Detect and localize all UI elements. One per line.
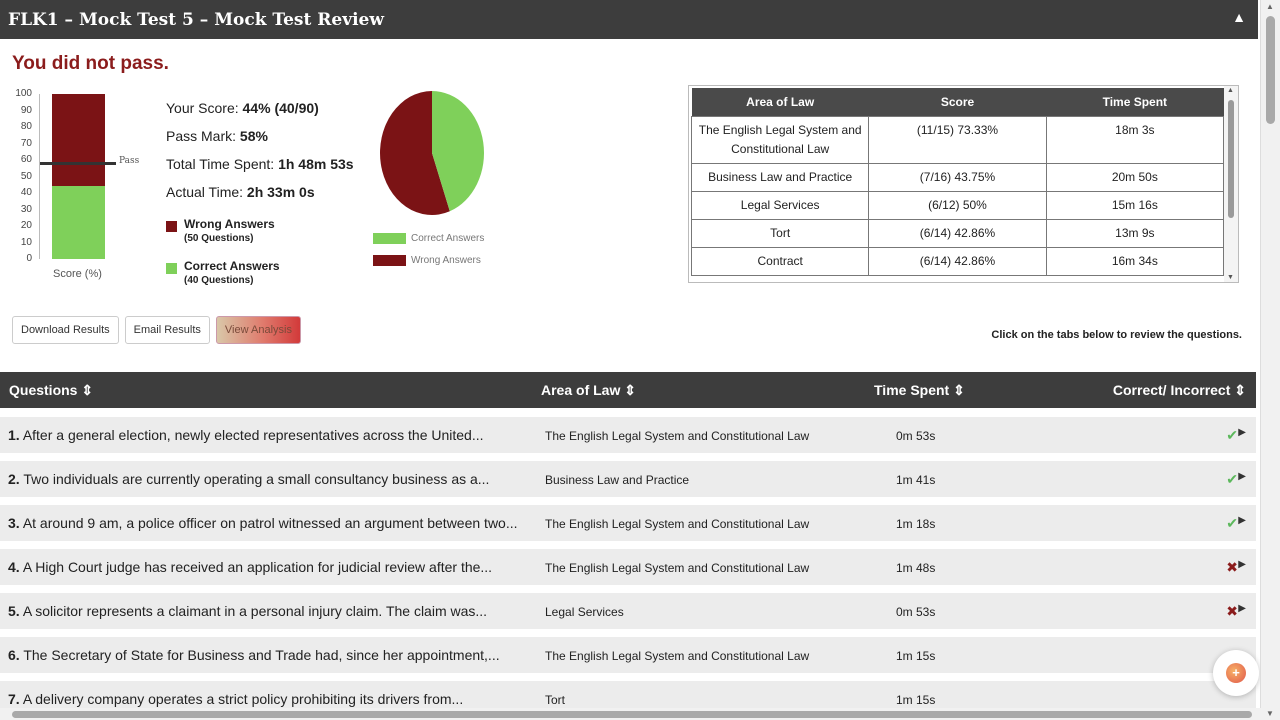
score-gauge: 100 90 80 70 60 50 40 30 20 10 0 Pass Score (%) xyxy=(10,88,140,283)
view-analysis-button[interactable]: View Analysis xyxy=(215,316,301,344)
gauge-tick: 70 xyxy=(20,137,32,149)
question-area: Legal Services xyxy=(545,605,624,619)
gauge-correct-bar xyxy=(52,186,105,259)
sort-time[interactable]: Time Spent ⇕ xyxy=(874,382,965,398)
result-actions: Download Results Email Results View Anal… xyxy=(12,316,307,344)
gauge-tick: 100 xyxy=(15,88,32,99)
table-row: Legal Services (6/12) 50% 15m 16s xyxy=(690,190,1225,220)
gauge-tick: 20 xyxy=(20,220,32,231)
area-summary-table: Area of Law Score Time Spent The English… xyxy=(688,85,1239,283)
col-time: Time Spent xyxy=(1046,88,1224,116)
table-row: The English Legal System and Constitutio… xyxy=(690,115,1225,164)
pie-legend-wrong: Wrong Answers xyxy=(373,249,484,271)
question-area: Business Law and Practice xyxy=(545,473,690,487)
question-time: 1m 48s xyxy=(896,561,936,575)
question-row[interactable]: 1. After a general election, newly elect… xyxy=(0,417,1256,453)
window-title: FLK1 – Mock Test 5 – Mock Test Review xyxy=(8,9,384,30)
legend-correct: Correct Answers (40 Questions) xyxy=(166,259,280,301)
cross-icon: ✖ xyxy=(1226,603,1238,619)
stat-pass-mark: Pass Mark: 58% xyxy=(166,128,268,144)
question-time: 1m 15s xyxy=(896,693,936,707)
table-row: Tort (6/14) 42.86% 13m 9s xyxy=(690,218,1225,248)
question-area: The English Legal System and Constitutio… xyxy=(545,561,810,575)
question-area: Tort xyxy=(545,693,566,707)
sort-questions[interactable]: Questions ⇕ xyxy=(9,382,94,398)
questions-table-header: Questions ⇕ Area of Law ⇕ Time Spent ⇕ C… xyxy=(0,372,1256,408)
sort-area[interactable]: Area of Law ⇕ xyxy=(541,382,636,398)
gauge-tick: 60 xyxy=(20,154,32,165)
page-scrollbar[interactable]: ▲ ▼ xyxy=(1260,0,1280,720)
table-row: Contract (6/14) 42.86% 16m 34s xyxy=(690,246,1225,276)
question-text: 7. A delivery company operates a strict … xyxy=(8,691,464,707)
question-row[interactable]: 6. The Secretary of State for Business a… xyxy=(0,637,1256,673)
page-h-scrollbar[interactable] xyxy=(0,708,1262,720)
check-icon: ✔ xyxy=(1226,471,1238,487)
stat-total-time: Total Time Spent: 1h 48m 53s xyxy=(166,156,354,172)
pie-slice-wrong xyxy=(380,91,450,216)
question-text: 4. A High Court judge has received an ap… xyxy=(8,559,493,575)
gauge-tick: 30 xyxy=(20,203,32,215)
pie-slice-correct xyxy=(432,91,485,212)
chevron-up-icon[interactable]: ▲ xyxy=(1232,9,1246,25)
col-area: Area of Law xyxy=(691,88,869,116)
question-row[interactable]: 2. Two individuals are currently operati… xyxy=(0,461,1256,497)
question-row[interactable]: 4. A High Court judge has received an ap… xyxy=(0,549,1256,585)
gauge-tick: 10 xyxy=(20,236,32,248)
cross-icon: ✖ xyxy=(1226,559,1238,575)
question-area: The English Legal System and Constitutio… xyxy=(545,517,810,531)
sort-correct[interactable]: Correct/ Incorrect ⇕ xyxy=(1112,382,1246,398)
legend-wrong-swatch xyxy=(166,221,177,232)
score-stats: Your Score: 44% (40/90) Pass Mark: 58% T… xyxy=(166,94,354,206)
pie-legend: Correct Answers Wrong Answers xyxy=(373,227,484,271)
review-hint: Click on the tabs below to review the qu… xyxy=(991,329,1242,341)
question-text: 1. After a general election, newly elect… xyxy=(8,427,484,443)
table-row: Business Law and Practice (7/16) 43.75% … xyxy=(690,162,1225,192)
expand-arrow-icon[interactable]: ▶ xyxy=(1238,603,1246,614)
expand-arrow-icon[interactable]: ▶ xyxy=(1238,471,1246,482)
pass-mark-line xyxy=(40,162,116,166)
question-time: 1m 18s xyxy=(896,517,936,531)
question-text: 6. The Secretary of State for Business a… xyxy=(8,647,500,663)
question-row[interactable]: 3. At around 9 am, a police officer on p… xyxy=(0,505,1256,541)
gauge-x-label: Score (%) xyxy=(53,268,102,280)
area-table-scrollbar[interactable]: ▲ ▼ xyxy=(1224,86,1238,282)
question-area: The English Legal System and Constitutio… xyxy=(545,649,810,663)
window-title-bar: FLK1 – Mock Test 5 – Mock Test Review ▲ xyxy=(0,0,1258,39)
stat-actual-time: Actual Time: 2h 33m 0s xyxy=(166,184,315,200)
expand-arrow-icon[interactable]: ▶ xyxy=(1238,559,1246,570)
legend-correct-swatch xyxy=(166,263,177,274)
pass-mark-label: Pass xyxy=(119,156,140,167)
col-score: Score xyxy=(868,88,1047,116)
answers-legend: Wrong Answers (50 Questions) Correct Ans… xyxy=(166,217,280,301)
gauge-axis xyxy=(39,94,40,259)
question-time: 0m 53s xyxy=(896,605,936,619)
question-time: 1m 15s xyxy=(896,649,936,663)
gauge-wrong-bar xyxy=(52,94,105,187)
expand-arrow-icon[interactable]: ▶ xyxy=(1238,515,1246,526)
assistant-fab[interactable]: + xyxy=(1213,650,1259,696)
question-time: 1m 41s xyxy=(896,473,936,487)
result-heading: You did not pass. xyxy=(12,53,169,74)
question-area: The English Legal System and Constitutio… xyxy=(545,429,810,443)
question-text: 3. At around 9 am, a police officer on p… xyxy=(8,515,518,531)
question-text: 2. Two individuals are currently operati… xyxy=(8,471,490,487)
expand-arrow-icon[interactable]: ▶ xyxy=(1238,427,1246,438)
pie-legend-correct: Correct Answers xyxy=(373,227,484,249)
question-row[interactable]: 5. A solicitor represents a claimant in … xyxy=(0,593,1256,629)
answers-pie-chart xyxy=(380,91,485,216)
gauge-tick: 80 xyxy=(20,121,32,132)
check-icon: ✔ xyxy=(1226,427,1238,443)
stat-score: Your Score: 44% (40/90) xyxy=(166,100,319,116)
download-results-button[interactable]: Download Results xyxy=(12,316,119,344)
email-results-button[interactable]: Email Results xyxy=(124,316,210,344)
gauge-tick: 0 xyxy=(26,253,32,264)
gauge-tick: 50 xyxy=(20,170,32,182)
question-time: 0m 53s xyxy=(896,429,936,443)
gauge-tick: 90 xyxy=(20,104,32,116)
check-icon: ✔ xyxy=(1226,515,1238,531)
gauge-tick: 40 xyxy=(20,187,32,198)
legend-wrong: Wrong Answers (50 Questions) xyxy=(166,217,280,259)
assistant-icon: + xyxy=(1226,663,1246,683)
question-text: 5. A solicitor represents a claimant in … xyxy=(8,603,488,619)
